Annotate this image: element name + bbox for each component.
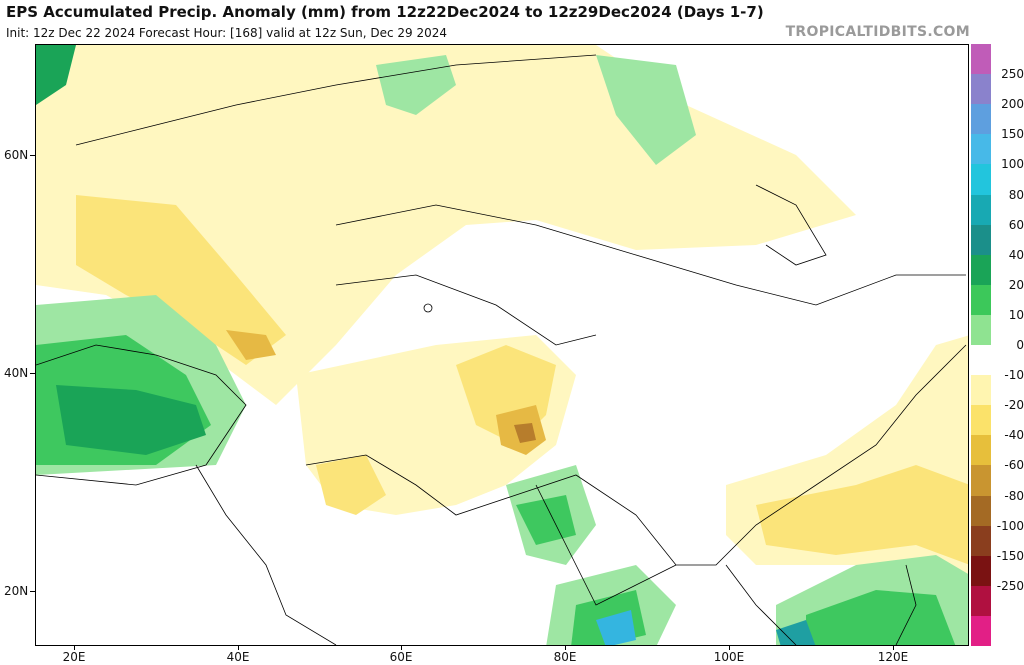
anomaly-map [36,45,968,645]
colorbar-label: -250 [996,578,1024,593]
lon-tick [729,646,730,650]
colorbar-cell [971,164,991,195]
colorbar-cell [971,284,991,316]
lon-label-20e: 20E [62,650,86,664]
colorbar-cell [971,465,991,496]
wet-anomaly-region [376,55,456,115]
lat-label-40n: 40N [4,366,29,380]
lon-label-120e: 120E [877,650,909,664]
colorbar-cell [971,104,991,135]
chart-title: EPS Accumulated Precip. Anomaly (mm) fro… [6,3,764,21]
wet-anomaly-region [776,620,816,645]
colorbar-cell [971,44,991,75]
lon-tick [565,646,566,650]
dry-anomaly-region [316,455,386,515]
lat-label-60n: 60N [4,148,29,162]
colorbar-cell [971,435,991,466]
colorbar-cell [971,375,991,406]
colorbar-label: -40 [1004,428,1024,443]
colorbar-cell [971,495,991,527]
colorbar-label: -10 [1004,368,1024,383]
colorbar-label: 60 [1008,217,1024,232]
colorbar-label: 150 [1001,127,1024,142]
map-panel [35,44,969,646]
colorbar-cell [971,615,991,647]
colorbar-cell [971,254,991,286]
wet-anomaly-region [56,385,206,455]
colorbar-label: 20 [1008,277,1024,292]
boundaries-layer [36,54,967,645]
colorbar-cell [971,525,991,557]
colorbar-label: 40 [1008,247,1024,262]
colorbar-cell [971,224,991,256]
lat-tick [30,155,35,156]
colorbar-label: 200 [1001,97,1024,112]
colorbar-cell [971,585,991,617]
colorbar-cell [971,314,991,346]
colorbar-cell [971,194,991,226]
colorbar-label: 100 [1001,157,1024,172]
colorbar-cell [971,555,991,587]
colorbar-label: -150 [996,548,1024,563]
lon-label-60e: 60E [389,650,413,664]
colorbar-cell [971,74,991,105]
colorbar-label: 80 [1008,187,1024,202]
wet-anomaly-region [36,45,76,105]
wet-anomaly-region [596,610,636,645]
colorbar-label: 250 [1001,67,1024,82]
colorbar-label: -80 [1004,488,1024,503]
colorbar [971,44,991,647]
lon-label-80e: 80E [553,650,577,664]
lat-tick [30,373,35,374]
colorbar-label: 0 [1016,338,1024,352]
lon-tick [74,646,75,650]
colorbar-label: -100 [996,518,1024,533]
lon-tick [238,646,239,650]
lat-tick [30,591,35,592]
colorbar-label: -60 [1004,458,1024,473]
dry-anomaly-region [156,75,266,155]
wet-anomaly-region [516,495,576,545]
colorbar-cell [971,345,991,376]
dry-anomaly-region [226,330,276,360]
dry-anomaly-region [756,465,968,565]
dry-anomaly-region [76,195,286,365]
wet-anomaly-region [596,55,696,165]
lon-label-100e: 100E [713,650,745,664]
wet-anomaly-region [806,590,956,645]
lat-label-20n: 20N [4,584,29,598]
colorbar-label: -20 [1004,398,1024,413]
dry-anomaly-region [514,423,536,443]
lon-tick [893,646,894,650]
colorbar-cell [971,405,991,436]
lon-label-40e: 40E [226,650,250,664]
colorbar-cell [971,134,991,165]
lon-tick [401,646,402,650]
chart-subtitle: Init: 12z Dec 22 2024 Forecast Hour: [16… [6,26,448,40]
brand-watermark: TROPICALTIDBITS.COM [785,24,970,40]
colorbar-label: 10 [1008,307,1024,322]
